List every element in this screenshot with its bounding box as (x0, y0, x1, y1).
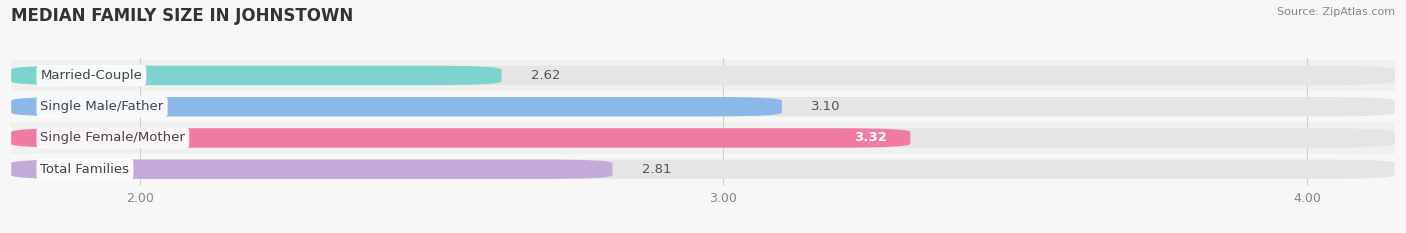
Text: 3.32: 3.32 (853, 131, 887, 144)
FancyBboxPatch shape (11, 97, 1395, 116)
Text: 3.10: 3.10 (811, 100, 841, 113)
Text: 2.62: 2.62 (531, 69, 561, 82)
FancyBboxPatch shape (11, 122, 1395, 154)
FancyBboxPatch shape (11, 160, 1395, 179)
FancyBboxPatch shape (11, 66, 1395, 85)
FancyBboxPatch shape (11, 128, 910, 148)
Text: Single Female/Mother: Single Female/Mother (41, 131, 186, 144)
Text: Source: ZipAtlas.com: Source: ZipAtlas.com (1277, 7, 1395, 17)
Text: Married-Couple: Married-Couple (41, 69, 142, 82)
FancyBboxPatch shape (11, 128, 1395, 148)
Text: Single Male/Father: Single Male/Father (41, 100, 163, 113)
FancyBboxPatch shape (11, 160, 613, 179)
Text: Total Families: Total Families (41, 163, 129, 176)
FancyBboxPatch shape (11, 97, 782, 116)
FancyBboxPatch shape (11, 91, 1395, 122)
FancyBboxPatch shape (11, 60, 1395, 91)
FancyBboxPatch shape (11, 154, 1395, 185)
FancyBboxPatch shape (11, 66, 502, 85)
Text: 2.81: 2.81 (641, 163, 671, 176)
Text: MEDIAN FAMILY SIZE IN JOHNSTOWN: MEDIAN FAMILY SIZE IN JOHNSTOWN (11, 7, 353, 25)
